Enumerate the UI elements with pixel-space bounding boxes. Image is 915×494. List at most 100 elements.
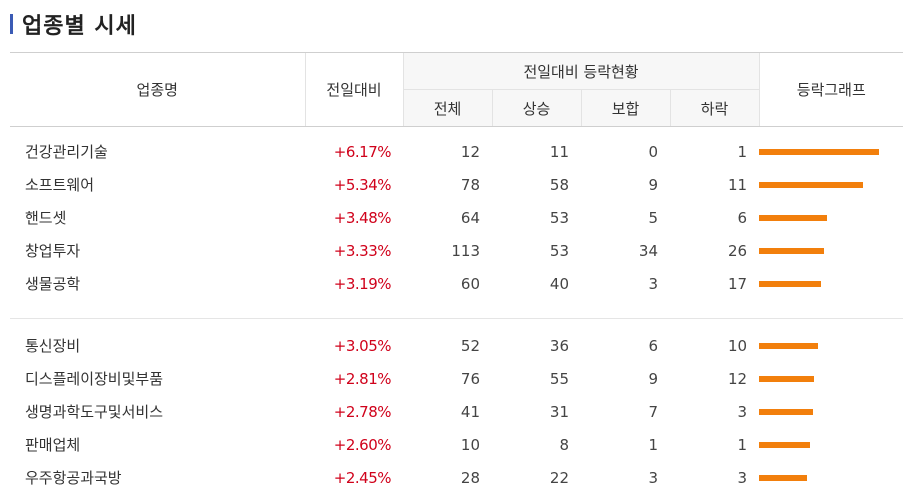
col-header-name: 업종명 xyxy=(10,53,305,127)
sector-name-link[interactable]: 디스플레이장비및부품 xyxy=(10,362,305,395)
spacer-cell xyxy=(10,319,903,330)
sector-name-link[interactable]: 생물공학 xyxy=(10,267,305,300)
sector-name-link[interactable]: 핸드셋 xyxy=(10,201,305,234)
flat-count: 6 xyxy=(581,329,670,362)
change-rate: +2.45% xyxy=(305,461,403,494)
change-bar xyxy=(759,215,827,221)
down-count: 3 xyxy=(670,461,759,494)
up-count: 55 xyxy=(492,362,581,395)
change-bar xyxy=(759,475,807,481)
down-count: 26 xyxy=(670,234,759,267)
up-count: 8 xyxy=(492,428,581,461)
spacer-cell xyxy=(10,127,903,136)
down-count: 3 xyxy=(670,395,759,428)
total-count: 64 xyxy=(403,201,492,234)
col-header-total: 전체 xyxy=(403,90,492,127)
col-header-up: 상승 xyxy=(492,90,581,127)
total-count: 113 xyxy=(403,234,492,267)
flat-count: 7 xyxy=(581,395,670,428)
down-count: 10 xyxy=(670,329,759,362)
up-count: 58 xyxy=(492,168,581,201)
flat-count: 9 xyxy=(581,362,670,395)
total-count: 10 xyxy=(403,428,492,461)
flat-count: 5 xyxy=(581,201,670,234)
change-bar xyxy=(759,343,818,349)
total-count: 28 xyxy=(403,461,492,494)
total-count: 41 xyxy=(403,395,492,428)
up-count: 22 xyxy=(492,461,581,494)
change-rate: +3.48% xyxy=(305,201,403,234)
down-count: 1 xyxy=(670,135,759,168)
change-bar xyxy=(759,442,810,448)
change-rate: +3.33% xyxy=(305,234,403,267)
change-graph-cell xyxy=(759,234,903,267)
total-count: 52 xyxy=(403,329,492,362)
col-header-change: 전일대비 xyxy=(305,53,403,127)
change-graph-cell xyxy=(759,168,903,201)
change-rate: +5.34% xyxy=(305,168,403,201)
flat-count: 1 xyxy=(581,428,670,461)
row-spacer xyxy=(10,319,903,330)
change-graph-cell xyxy=(759,395,903,428)
col-header-graph: 등락그래프 xyxy=(759,53,903,127)
sector-name-link[interactable]: 우주항공과국방 xyxy=(10,461,305,494)
row-spacer xyxy=(10,300,903,319)
up-count: 40 xyxy=(492,267,581,300)
up-count: 36 xyxy=(492,329,581,362)
section-title: 업종별 시세 xyxy=(10,8,137,40)
change-graph-cell xyxy=(759,135,903,168)
flat-count: 3 xyxy=(581,267,670,300)
total-count: 12 xyxy=(403,135,492,168)
total-count: 78 xyxy=(403,168,492,201)
change-graph-cell xyxy=(759,461,903,494)
sector-name-link[interactable]: 생명과학도구및서비스 xyxy=(10,395,305,428)
row-spacer xyxy=(10,127,903,136)
change-rate: +2.78% xyxy=(305,395,403,428)
down-count: 12 xyxy=(670,362,759,395)
sector-price-table: 업종명 전일대비 전일대비 등락현황 등락그래프 전체 상승 보합 하락 건강관… xyxy=(10,52,903,494)
down-count: 6 xyxy=(670,201,759,234)
down-count: 11 xyxy=(670,168,759,201)
col-header-flat: 보합 xyxy=(581,90,670,127)
col-header-down: 하락 xyxy=(670,90,759,127)
flat-count: 34 xyxy=(581,234,670,267)
change-rate: +2.81% xyxy=(305,362,403,395)
sector-name-link[interactable]: 통신장비 xyxy=(10,329,305,362)
total-count: 76 xyxy=(403,362,492,395)
down-count: 17 xyxy=(670,267,759,300)
col-header-status-group: 전일대비 등락현황 xyxy=(403,53,759,90)
change-rate: +3.05% xyxy=(305,329,403,362)
sector-name-link[interactable]: 소프트웨어 xyxy=(10,168,305,201)
sector-name-link[interactable]: 창업투자 xyxy=(10,234,305,267)
change-graph-cell xyxy=(759,201,903,234)
change-graph-cell xyxy=(759,329,903,362)
up-count: 31 xyxy=(492,395,581,428)
change-rate: +6.17% xyxy=(305,135,403,168)
change-bar xyxy=(759,409,813,415)
change-bar xyxy=(759,182,863,188)
flat-count: 0 xyxy=(581,135,670,168)
change-graph-cell xyxy=(759,267,903,300)
sector-name-link[interactable]: 건강관리기술 xyxy=(10,135,305,168)
change-rate: +3.19% xyxy=(305,267,403,300)
down-count: 1 xyxy=(670,428,759,461)
change-bar xyxy=(759,281,821,287)
flat-count: 9 xyxy=(581,168,670,201)
change-graph-cell xyxy=(759,428,903,461)
change-rate: +2.60% xyxy=(305,428,403,461)
sector-name-link[interactable]: 판매업체 xyxy=(10,428,305,461)
flat-count: 3 xyxy=(581,461,670,494)
change-graph-cell xyxy=(759,362,903,395)
up-count: 53 xyxy=(492,234,581,267)
